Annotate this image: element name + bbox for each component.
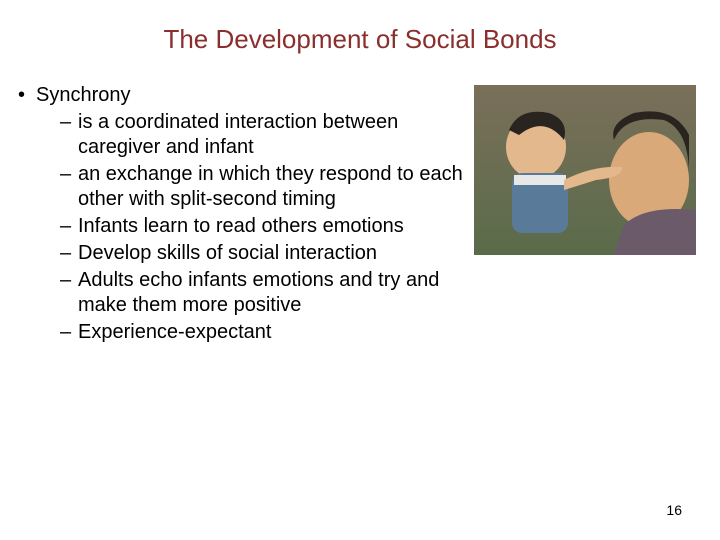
sub-item: Infants learn to read others emotions [36, 214, 466, 239]
sub-item: an exchange in which they respond to eac… [36, 162, 466, 212]
sub-item: Experience-expectant [36, 320, 466, 345]
content-area: Synchrony is a coordinated interaction b… [24, 83, 696, 347]
sub-item: is a coordinated interaction between car… [36, 110, 466, 160]
slide-number: 16 [666, 502, 682, 518]
bullet-label: Synchrony [36, 84, 131, 106]
bullet-item: Synchrony is a coordinated interaction b… [24, 83, 466, 345]
sub-item: Develop skills of social interaction [36, 241, 466, 266]
slide-container: The Development of Social Bonds Synchron… [0, 0, 720, 540]
text-column: Synchrony is a coordinated interaction b… [24, 83, 466, 347]
sub-item: Adults echo infants emotions and try and… [36, 268, 466, 318]
slide-image [474, 85, 696, 255]
caregiver-infant-icon [474, 85, 696, 255]
sub-list: is a coordinated interaction between car… [36, 110, 466, 345]
bullet-list: Synchrony is a coordinated interaction b… [24, 83, 466, 345]
slide-title: The Development of Social Bonds [24, 24, 696, 55]
